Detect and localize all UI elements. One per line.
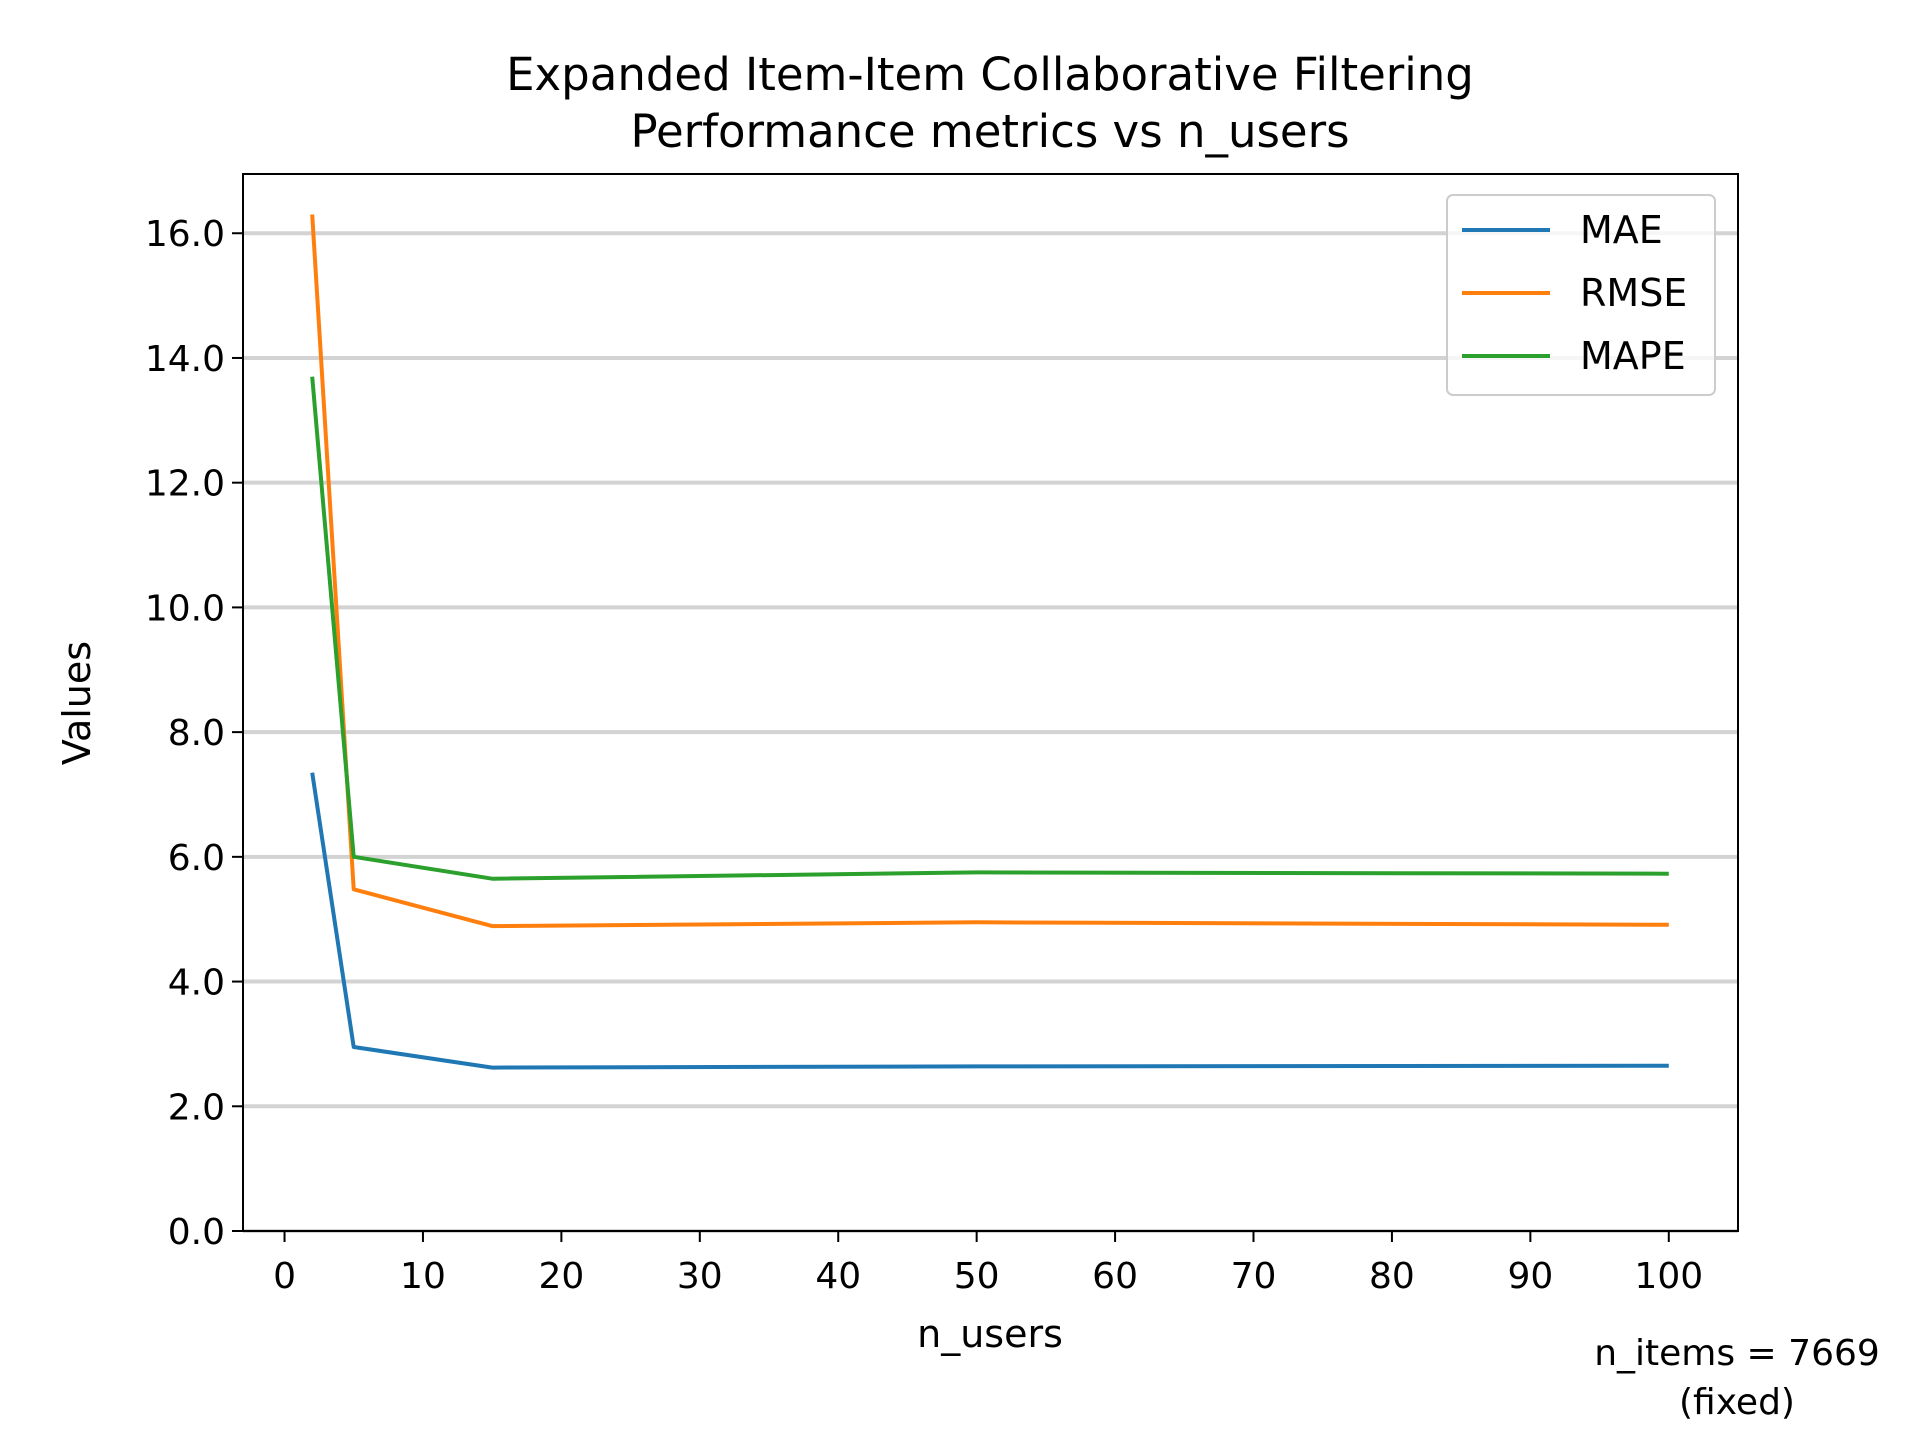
x-tick-label: 60	[1092, 1256, 1138, 1297]
x-tick-label: 10	[400, 1256, 446, 1297]
y-tick-label: 2.0	[168, 1087, 225, 1128]
y-tick-label: 4.0	[168, 963, 225, 1004]
y-tick-label: 12.0	[145, 464, 225, 505]
series-line-mape	[310, 376, 1669, 881]
y-tick-label: 10.0	[145, 588, 225, 629]
x-tick-label: 30	[677, 1256, 723, 1297]
series-line-mae	[310, 772, 1669, 1070]
x-tick-label: 100	[1634, 1256, 1703, 1297]
y-tick-label: 6.0	[168, 838, 225, 879]
chart-title: Expanded Item-Item Collaborative Filteri…	[506, 48, 1474, 101]
x-tick-label: 90	[1507, 1256, 1553, 1297]
legend: MAE RMSE MAPE	[1446, 194, 1716, 396]
y-tick-label: 0.0	[168, 1212, 225, 1253]
annotation-line-1: n_items = 7669	[1594, 1333, 1880, 1374]
x-tick-label: 70	[1231, 1256, 1277, 1297]
x-axis-label: n_users	[917, 1312, 1063, 1356]
annotation-line-2: (fixed)	[1679, 1382, 1795, 1423]
x-tick-label: 0	[273, 1256, 296, 1297]
series-lines	[310, 214, 1669, 1070]
gridlines	[243, 231, 1738, 1233]
y-axis-ticks: 0.0 2.0 4.0 6.0 8.0 10.0 12.0 14.0 16.0	[145, 214, 243, 1253]
y-axis-label: Values	[55, 641, 99, 765]
y-tick-label: 16.0	[145, 214, 225, 255]
x-tick-label: 20	[538, 1256, 584, 1297]
x-tick-label: 80	[1369, 1256, 1415, 1297]
legend-label-rmse: RMSE	[1580, 271, 1687, 315]
x-axis-ticks: 0 10 20 30 40 50 60 70 80 90 100	[273, 1231, 1703, 1297]
y-tick-label: 14.0	[145, 339, 225, 380]
plot-frame	[242, 173, 1739, 1232]
x-tick-label: 40	[815, 1256, 861, 1297]
legend-label-mae: MAE	[1580, 208, 1663, 252]
legend-label-mape: MAPE	[1580, 334, 1686, 378]
series-line-rmse	[310, 214, 1669, 929]
legend-box	[1446, 194, 1716, 396]
x-tick-label: 50	[954, 1256, 1000, 1297]
chart-subtitle: Performance metrics vs n_users	[630, 105, 1349, 158]
y-tick-label: 8.0	[168, 713, 225, 754]
